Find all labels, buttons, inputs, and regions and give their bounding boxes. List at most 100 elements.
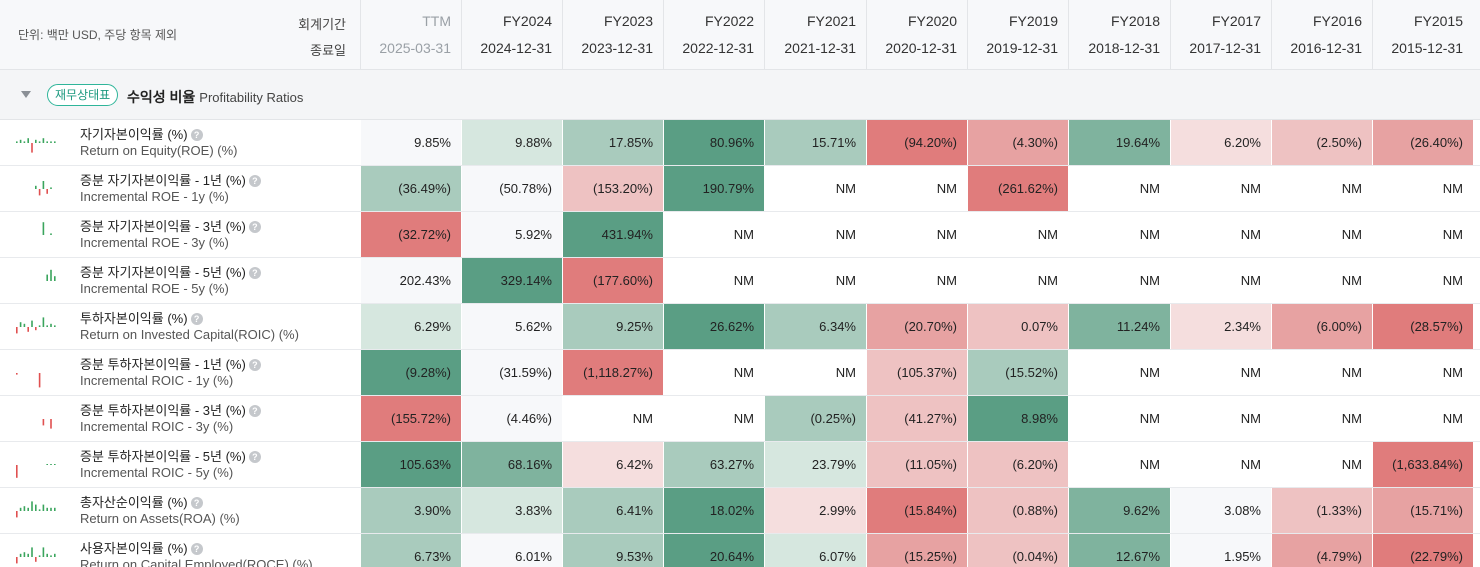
help-icon[interactable]: ? [248, 221, 261, 233]
sparkline-chart [16, 317, 56, 334]
section-profitability-ratios[interactable]: 재무상태표 수익성 비율 Profitability Ratios [0, 70, 1480, 120]
table-row[interactable]: 자기자본이익률 (%)? Return on Equity(ROE) (%) 9.8… [0, 120, 1480, 166]
column-header-fy2018[interactable]: FY2018 2018-12-31 [1068, 0, 1170, 70]
table-row[interactable]: 투하자본이익률 (%)? Return on Invested Capital(R… [0, 304, 1480, 350]
value-cell: (32.72%) [360, 212, 461, 257]
sparkline-bar [19, 139, 22, 143]
value-cell: (261.62%) [967, 166, 1068, 211]
period-label: 회계기간 [298, 17, 346, 32]
value-cell: NM [764, 212, 866, 257]
value-cell: NM [764, 258, 866, 303]
value-cell: NM [1271, 350, 1372, 395]
value-cell: NM [1372, 350, 1473, 395]
value-cell: (15.84%) [866, 488, 967, 533]
value-cell: 9.88% [461, 120, 562, 165]
column-header-fy2021[interactable]: FY2021 2021-12-31 [764, 0, 866, 70]
row-label[interactable]: 증분 자기자본이익률 - 3년 (%)? [80, 216, 261, 235]
collapse-triangle-icon[interactable] [21, 91, 31, 98]
row-label[interactable]: 투하자본이익률 (%)? [80, 308, 203, 327]
row-label[interactable]: 증분 투하자본이익률 - 1년 (%)? [80, 354, 261, 373]
value-cell: (4.30%) [967, 120, 1068, 165]
value-cell: (4.46%) [461, 396, 562, 441]
value-cell: 105.63% [360, 442, 461, 487]
value-cell: NM [1068, 166, 1170, 211]
row-label-en: Return on Equity(ROE) (%) [80, 143, 238, 158]
column-period: FY2020 [907, 13, 957, 29]
column-end-date: 2023-12-31 [581, 40, 653, 56]
value-cell: 6.73% [360, 534, 461, 567]
column-header-fy2016[interactable]: FY2016 2016-12-31 [1271, 0, 1372, 70]
help-icon[interactable]: ? [190, 497, 203, 509]
value-cell: (15.25%) [866, 534, 967, 567]
help-icon[interactable]: ? [248, 451, 261, 463]
help-icon[interactable]: ? [248, 175, 261, 187]
value-cell: NM [1372, 212, 1473, 257]
row-label[interactable]: 증분 투하자본이익률 - 5년 (%)? [80, 446, 261, 465]
sparkline-bar [27, 327, 29, 332]
help-icon[interactable]: ? [248, 405, 261, 417]
column-header-fy2023[interactable]: FY2023 2023-12-31 [562, 0, 663, 70]
value-cell: NM [1372, 396, 1473, 441]
value-cell: 6.20% [1170, 120, 1271, 165]
column-header-fy2015[interactable]: FY2015 2015-12-31 [1372, 0, 1473, 70]
table-row[interactable]: 증분 자기자본이익률 - 1년 (%)? Incremental ROE - 1y… [0, 166, 1480, 212]
value-cell: NM [663, 350, 764, 395]
sparkline-chart [16, 373, 41, 388]
help-icon[interactable]: ? [190, 129, 203, 141]
value-cell: 9.25% [562, 304, 663, 349]
help-icon[interactable]: ? [248, 267, 261, 279]
table-row[interactable]: 증분 자기자본이익률 - 5년 (%)? Incremental ROE - 5y… [0, 258, 1480, 304]
sparkline-bar [35, 557, 37, 562]
table-row[interactable]: 증분 투하자본이익률 - 1년 (%)? Incremental ROIC - 1… [0, 350, 1480, 396]
column-period: FY2023 [603, 13, 653, 29]
sparkline-chart [35, 181, 52, 196]
row-label-ko: 증분 투하자본이익률 - 5년 (%) [80, 449, 246, 464]
sparkline-bar [16, 511, 18, 518]
value-cell: (153.20%) [562, 166, 663, 211]
table-row[interactable]: 증분 투하자본이익률 - 3년 (%)? Incremental ROIC - 3… [0, 396, 1480, 442]
sparkline-bar [54, 553, 56, 557]
value-cell: NM [764, 350, 866, 395]
column-header-fy2024[interactable]: FY2024 2024-12-31 [461, 0, 562, 70]
value-cell: 0.07% [967, 304, 1068, 349]
value-cell: (41.27%) [866, 396, 967, 441]
value-cell: 23.79% [764, 442, 866, 487]
value-cell: 202.43% [360, 258, 461, 303]
value-cell: (2.50%) [1271, 120, 1372, 165]
column-header-fy2019[interactable]: FY2019 2019-12-31 [967, 0, 1068, 70]
row-label[interactable]: 총자산순이익률 (%)? [80, 492, 203, 511]
column-header-fy2020[interactable]: FY2020 2020-12-31 [866, 0, 967, 70]
row-label[interactable]: 증분 투하자본이익률 - 3년 (%)? [80, 400, 261, 419]
statement-badge[interactable]: 재무상태표 [47, 84, 119, 106]
row-label[interactable]: 증분 자기자본이익률 - 1년 (%)? [80, 170, 261, 189]
help-icon[interactable]: ? [190, 313, 203, 325]
sparkline-bar [42, 419, 45, 426]
sparkline-bar [16, 557, 18, 564]
column-header-fy2022[interactable]: FY2022 2022-12-31 [663, 0, 764, 70]
table-row[interactable]: 사용자본이익률 (%)? Return on Capital Employed(R… [0, 534, 1480, 567]
table-row[interactable]: 총자산순이익률 (%)? Return on Assets(ROA) (%) 3.9… [0, 488, 1480, 534]
sparkline-bar [16, 327, 18, 334]
table-row[interactable]: 증분 투하자본이익률 - 5년 (%)? Incremental ROIC - 5… [0, 442, 1480, 488]
sparkline-bar [31, 320, 33, 327]
sparkline-bar [46, 141, 48, 143]
sparkline-bar [42, 547, 45, 557]
sparkline-bar [38, 555, 41, 557]
sparkline-bar [42, 504, 45, 511]
row-label[interactable]: 사용자본이익률 (%)? [80, 538, 203, 557]
sparkline-bar [54, 464, 56, 465]
column-period: FY2019 [1008, 13, 1058, 29]
value-cell: NM [967, 212, 1068, 257]
help-icon[interactable]: ? [190, 543, 203, 555]
value-cell: NM [1068, 442, 1170, 487]
sparkline-bar [38, 509, 41, 511]
sparkline-bar [46, 553, 48, 557]
help-icon[interactable]: ? [248, 359, 261, 371]
sparkline-bar [50, 187, 52, 189]
table-row[interactable]: 증분 자기자본이익률 - 3년 (%)? Incremental ROE - 3y… [0, 212, 1480, 258]
row-label[interactable]: 자기자본이익률 (%)? [80, 124, 203, 143]
row-label[interactable]: 증분 자기자본이익률 - 5년 (%)? [80, 262, 261, 281]
row-label-ko: 증분 자기자본이익률 - 5년 (%) [80, 265, 246, 280]
column-header-fy2017[interactable]: FY2017 2017-12-31 [1170, 0, 1271, 70]
column-header-ttm[interactable]: TTM 2025-03-31 [360, 0, 461, 70]
